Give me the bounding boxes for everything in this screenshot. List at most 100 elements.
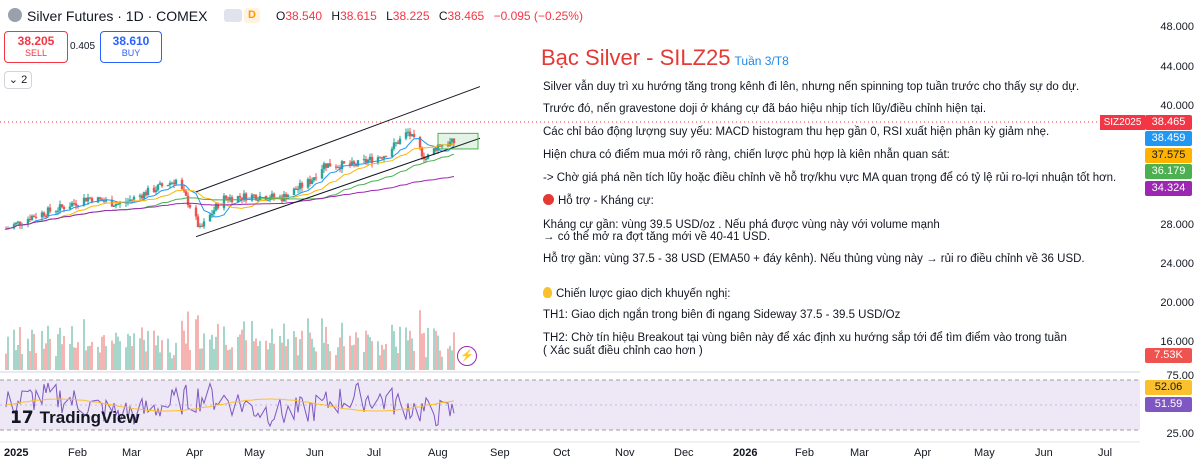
lightning-icon[interactable]: ⚡: [457, 346, 477, 366]
candle-body: [292, 188, 296, 196]
candle-body: [14, 222, 18, 225]
month-label: Aug: [428, 447, 448, 459]
volume-bar: [369, 337, 371, 370]
visibility-icon[interactable]: [224, 9, 242, 22]
candle-body: [392, 142, 396, 149]
volume-bar: [161, 340, 163, 370]
support-resistance-heading: Hỗ trợ - Kháng cự:: [543, 194, 654, 207]
candle-body: [380, 157, 384, 159]
volume-bar: [103, 335, 105, 370]
open-value: 38.540: [285, 9, 323, 23]
volume-bar: [145, 351, 147, 370]
month-label: Sep: [490, 447, 510, 459]
volume-bar: [267, 349, 269, 370]
candle-body: [216, 203, 220, 209]
candle-body: [284, 194, 288, 199]
volume-bar: [31, 329, 33, 370]
volume-bar: [15, 350, 17, 370]
volume-bar: [453, 332, 455, 370]
candle-body: [258, 196, 262, 201]
collapse-indicators-button[interactable]: ⌄ 2: [4, 71, 32, 89]
volume-bar: [17, 344, 19, 370]
candle-body: [142, 192, 146, 199]
symbol-title[interactable]: Silver Futures · 1D · COMEX: [27, 8, 208, 24]
candle-body: [286, 195, 290, 199]
month-label: Mar: [850, 447, 869, 459]
candle-body: [146, 187, 150, 196]
volume-bar: [435, 330, 437, 370]
annotation-line: Kháng cự gần: vùng 39.5 USD/oz . Nếu phá…: [543, 219, 940, 231]
candle-body: [96, 197, 100, 203]
chart-header: Silver Futures · 1D · COMEX D O38.540 H3…: [0, 0, 1140, 32]
candle-body: [320, 169, 324, 179]
volume-bar: [423, 332, 425, 370]
volume-bar: [59, 327, 61, 370]
candle-body: [342, 161, 346, 164]
sell-button[interactable]: 38.205 SELL: [4, 31, 68, 63]
candle-body: [196, 216, 200, 227]
rsi-ma-line: [5, 398, 455, 412]
volume-bar: [311, 338, 313, 370]
volume-bar: [451, 350, 453, 370]
candle-body: [300, 182, 304, 188]
volume-bar: [321, 318, 323, 370]
annotation-line: TH1: Giao dịch ngắn trong biên đi ngang …: [543, 309, 901, 321]
volume-bar: [285, 346, 287, 370]
volume-bar: [5, 353, 7, 370]
candle-body: [328, 163, 332, 167]
volume-bar: [129, 335, 131, 370]
candle-body: [88, 197, 92, 199]
volume-bar: [13, 329, 15, 370]
candle-body: [334, 166, 338, 168]
month-label: May: [244, 447, 265, 459]
candle-body: [424, 158, 428, 160]
volume-bar: [189, 349, 191, 370]
volume-bar: [329, 351, 331, 370]
volume-tag: 7.53K: [1145, 348, 1192, 363]
volume-bar: [393, 331, 395, 370]
interval-badge[interactable]: D: [244, 8, 260, 23]
volume-bar: [29, 351, 31, 370]
candle-body: [68, 206, 72, 210]
candle-body: [306, 179, 310, 188]
candle-body: [390, 148, 394, 157]
candle-body: [140, 195, 144, 199]
candle-body: [272, 193, 276, 198]
annotation-line: Trước đó, nến gravestone doji ở kháng cự…: [543, 103, 987, 115]
rsi-ma-tag: 52.06: [1145, 380, 1192, 395]
candle-body: [376, 157, 380, 164]
volume-bar: [41, 330, 43, 370]
volume-bar: [227, 350, 229, 370]
buy-button[interactable]: 38.610 BUY: [100, 31, 162, 63]
month-label: Jun: [1035, 447, 1053, 459]
volume-bar: [301, 330, 303, 370]
rsi-line: [5, 381, 455, 428]
volume-bar: [33, 333, 35, 370]
volume-bar: [101, 336, 103, 370]
volume-bar: [405, 327, 407, 370]
volume-bar: [61, 344, 63, 370]
candle-body: [86, 197, 90, 202]
tv-mark-icon: 𝟭𝟳: [10, 408, 34, 427]
candle-body: [42, 212, 46, 216]
red-circle-icon: [543, 194, 554, 205]
candle-body: [174, 179, 178, 185]
volume-bar: [377, 341, 379, 370]
price-tick: 48.000: [1160, 21, 1194, 33]
price-tick: 44.000: [1160, 61, 1194, 73]
month-label: Jun: [306, 447, 324, 459]
volume-bar: [35, 353, 37, 370]
candle-body: [362, 159, 366, 161]
candle-body: [18, 221, 22, 225]
volume-bar: [355, 332, 357, 370]
volume-bar: [19, 327, 21, 370]
candle-body: [222, 195, 226, 209]
price-tick: 40.000: [1160, 100, 1194, 112]
volume-bar: [259, 340, 261, 370]
candle-body: [404, 132, 408, 139]
volume-bar: [313, 347, 315, 370]
month-label: Apr: [914, 447, 932, 459]
candle-body: [40, 212, 44, 218]
candle-body: [326, 163, 330, 168]
